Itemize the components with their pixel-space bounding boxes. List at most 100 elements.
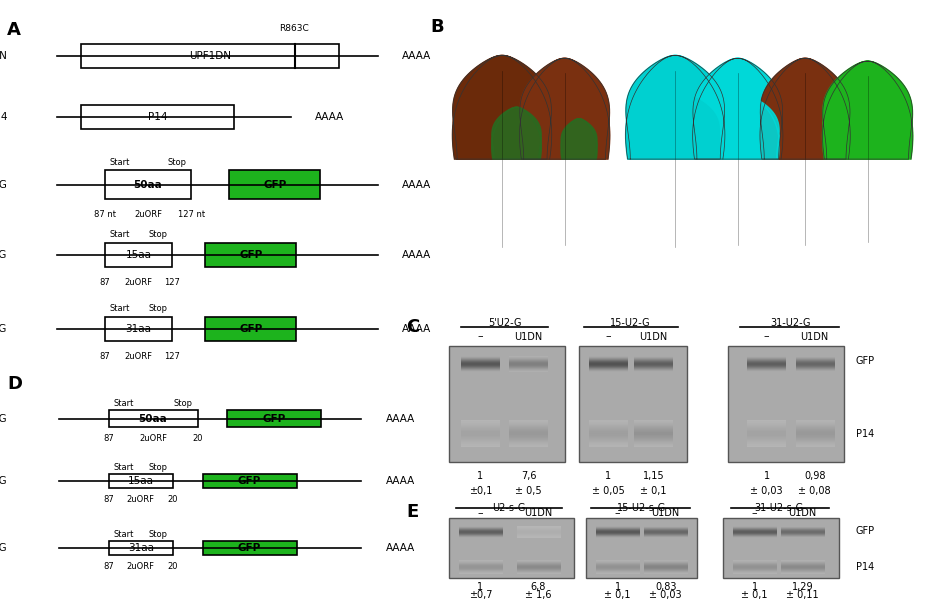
Text: 87: 87 (100, 278, 110, 287)
Text: 20: 20 (167, 562, 179, 571)
Bar (108, 541, 173, 555)
Text: AAAA: AAAA (401, 324, 431, 334)
Bar (586, 518, 697, 578)
Polygon shape (760, 58, 850, 159)
Text: U1DN: U1DN (639, 331, 668, 342)
Text: U2-s-G: U2-s-G (0, 414, 7, 424)
Text: A: A (7, 21, 21, 39)
Bar (105, 242, 172, 267)
Text: 1: 1 (751, 582, 758, 592)
Text: 31-U2-s-G: 31-U2-s-G (754, 503, 803, 513)
Text: ± 0,1: ± 0,1 (741, 590, 768, 600)
Text: ± 0,5: ± 0,5 (515, 485, 542, 496)
Bar (229, 170, 320, 199)
Text: Stop: Stop (167, 158, 186, 167)
Text: Stop: Stop (149, 463, 168, 471)
Text: 1: 1 (477, 470, 484, 481)
Bar (108, 474, 173, 488)
Text: Stop: Stop (148, 304, 167, 313)
Text: 87: 87 (104, 494, 114, 504)
Text: ±0,1: ±0,1 (469, 485, 492, 496)
Text: Start: Start (110, 230, 130, 239)
Text: ± 0,05: ± 0,05 (591, 485, 624, 496)
Text: Stop: Stop (148, 230, 167, 239)
Text: 15aa: 15aa (126, 250, 152, 259)
Text: GFP: GFP (263, 180, 287, 190)
Text: 50aa: 50aa (134, 180, 163, 190)
Text: ± 0,03: ± 0,03 (750, 485, 783, 496)
Bar (205, 242, 296, 267)
Text: –: – (615, 508, 621, 518)
Bar (81, 105, 234, 129)
Text: 31aa: 31aa (128, 543, 154, 553)
Text: GFP: GFP (240, 324, 263, 334)
Text: AAAA: AAAA (386, 476, 414, 486)
Bar (450, 518, 574, 578)
Text: 2uORF: 2uORF (134, 210, 162, 219)
Text: GFP: GFP (856, 356, 875, 366)
Text: 87 nt: 87 nt (94, 210, 116, 219)
Text: 15-U2-G: 15-U2-G (0, 250, 7, 259)
Text: –: – (764, 331, 770, 342)
Text: 5'U2-G: 5'U2-G (487, 318, 522, 328)
Text: 15-U2-s-G: 15-U2-s-G (0, 476, 7, 486)
Text: 1,29: 1,29 (792, 582, 813, 592)
Text: ± 0,1: ± 0,1 (604, 590, 631, 600)
Text: 87: 87 (100, 352, 110, 361)
Text: UPF1DN: UPF1DN (190, 51, 231, 61)
Polygon shape (452, 56, 551, 159)
Text: GFP: GFP (240, 250, 263, 259)
Text: AAAA: AAAA (315, 112, 345, 122)
Text: D: D (7, 375, 22, 393)
Text: 2uORF: 2uORF (125, 278, 153, 287)
Text: AAAA: AAAA (386, 414, 414, 424)
Bar (105, 317, 172, 341)
Text: GFP: GFP (238, 476, 261, 486)
Bar (81, 44, 339, 68)
Text: AAAA: AAAA (401, 51, 431, 61)
Text: GFP: GFP (263, 414, 286, 424)
Text: U1DN: U1DN (789, 508, 817, 518)
Text: ± 0,11: ± 0,11 (786, 590, 819, 600)
Text: U2-s-G: U2-s-G (493, 503, 526, 513)
Text: 15-U2-G: 15-U2-G (648, 31, 683, 40)
Polygon shape (822, 61, 913, 159)
Bar (203, 541, 297, 555)
Text: 1: 1 (477, 582, 484, 592)
Polygon shape (660, 97, 720, 159)
Text: –: – (752, 508, 758, 518)
Text: 5'U2-G: 5'U2-G (0, 180, 7, 190)
Bar (228, 410, 321, 427)
Text: 2uORF: 2uORF (127, 562, 154, 571)
Text: 31-U2-G: 31-U2-G (778, 31, 813, 40)
Bar (108, 410, 198, 427)
Bar (450, 346, 564, 462)
Text: 31-U2-s-G: 31-U2-s-G (0, 543, 7, 553)
Text: 1: 1 (763, 470, 770, 481)
Text: 2uORF: 2uORF (125, 352, 153, 361)
Text: 31-U2-G: 31-U2-G (771, 318, 811, 328)
Text: 2uORF: 2uORF (139, 434, 167, 443)
Text: 50aa: 50aa (139, 414, 167, 424)
Text: ± 0,1: ± 0,1 (640, 485, 667, 496)
Text: U1DN: U1DN (801, 331, 829, 342)
Text: 5'U2-G: 5'U2-G (469, 31, 497, 40)
Text: U2-s-G: U2-s-G (550, 31, 579, 40)
Text: 15-U2-s-G: 15-U2-s-G (617, 503, 666, 513)
Text: ± 0,08: ± 0,08 (798, 485, 831, 496)
Bar (205, 317, 296, 341)
Text: E: E (406, 503, 418, 521)
Text: Start: Start (114, 463, 134, 471)
Text: GFP: GFP (856, 526, 875, 536)
Text: Start: Start (110, 304, 130, 313)
Text: 15-U2-G: 15-U2-G (610, 318, 651, 328)
Text: 15-U2-s-G: 15-U2-s-G (717, 31, 758, 40)
Text: 127: 127 (164, 278, 179, 287)
Text: U1DN: U1DN (0, 51, 7, 61)
Text: P14: P14 (0, 112, 7, 122)
Text: AAAA: AAAA (386, 543, 414, 553)
Text: 20: 20 (192, 434, 203, 443)
Text: Start: Start (114, 530, 134, 539)
Polygon shape (693, 58, 783, 159)
Text: GFP: GFP (238, 543, 261, 553)
